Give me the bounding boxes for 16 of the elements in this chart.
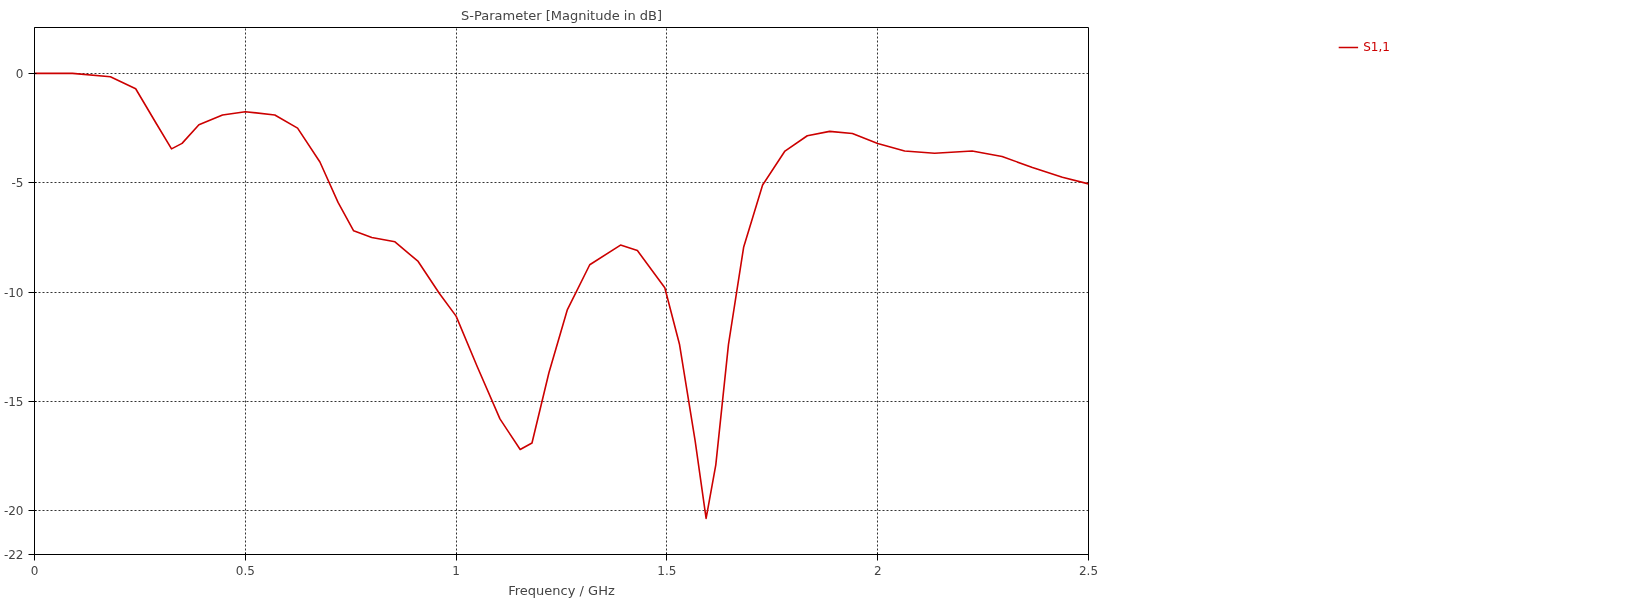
chart-title: S-Parameter [Magnitude in dB] [460,7,663,23]
x-tick-label: 2 [873,563,882,578]
x-tick-label: 0 [30,563,39,578]
y-tick-label: -5 [11,176,24,191]
x-tick-label: 2.5 [1078,563,1099,578]
y-tick-label: -10 [3,285,24,300]
y-tick-label: 0 [15,66,24,81]
x-tick-label: 0.5 [235,563,255,578]
x-tick-label: 1 [452,563,460,578]
x-axis-title: Frequency / GHz [508,582,615,598]
x-tick-label: 1.5 [657,563,677,578]
line-series [34,72,1089,520]
legend-label: S1,1 [1363,40,1390,54]
y-tick-label: -15 [3,394,24,409]
y-tick-label: -20 [3,504,24,519]
y-tick-label: -22 [3,548,24,562]
